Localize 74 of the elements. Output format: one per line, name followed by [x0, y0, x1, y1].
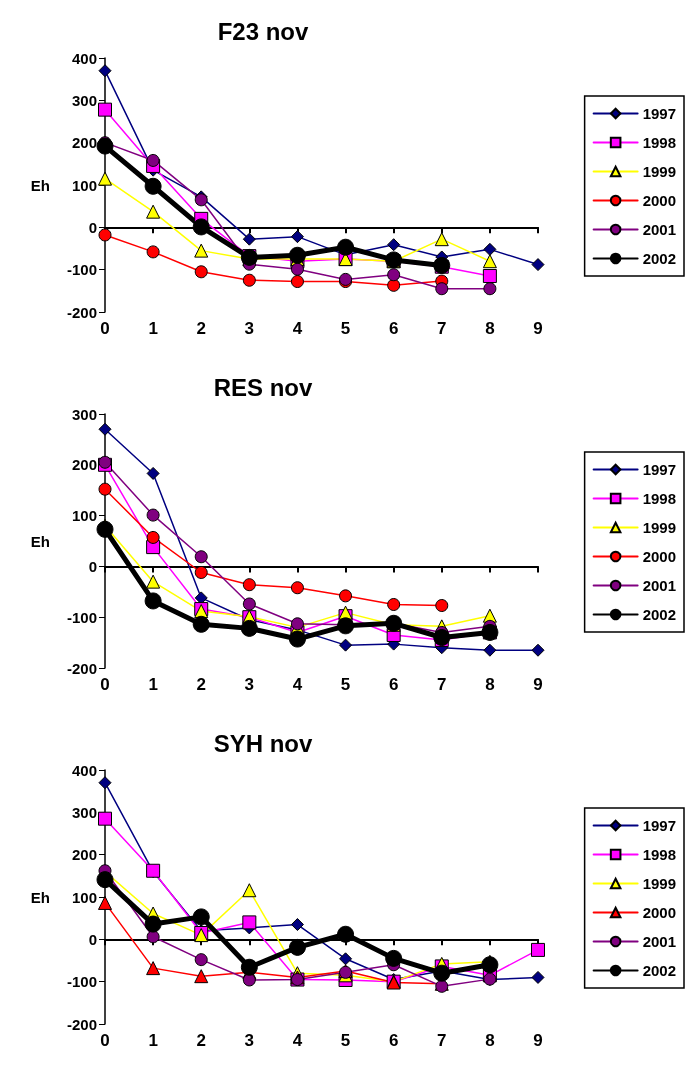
legend-label: 1998 — [642, 134, 677, 151]
legend-label: 2001 — [642, 577, 677, 594]
chart-title: F23 nov — [217, 17, 309, 45]
y-tick-label: -200 — [66, 1015, 97, 1033]
y-tick-label: -100 — [66, 973, 97, 991]
legend-label: 1997 — [642, 817, 677, 834]
y-tick-label: 100 — [71, 507, 97, 525]
y-tick-label: 0 — [88, 218, 97, 236]
x-tick-label: 9 — [533, 675, 543, 694]
y-tick-label: 100 — [71, 176, 97, 194]
x-tick-label: 5 — [340, 675, 351, 694]
x-tick-label: 6 — [388, 1031, 399, 1050]
y-tick-label: -100 — [66, 261, 97, 279]
y-tick-label: 400 — [71, 49, 97, 67]
x-tick-label: 1 — [148, 675, 158, 694]
x-tick-label: 2 — [196, 1031, 206, 1050]
y-tick-label: -200 — [66, 303, 97, 321]
legend-label: 2002 — [642, 250, 677, 267]
legend-label: 1998 — [642, 846, 677, 863]
legend-label: 2001 — [642, 221, 677, 238]
legend-label: 1997 — [642, 105, 677, 122]
x-tick-label: 8 — [485, 675, 495, 694]
x-tick-label: 7 — [437, 675, 447, 694]
legend-label: 2000 — [642, 192, 677, 209]
legend-label: 2002 — [642, 606, 677, 623]
x-tick-label: 1 — [148, 1031, 158, 1050]
x-tick-label: 4 — [292, 675, 303, 694]
x-tick-label: 1 — [148, 319, 158, 338]
legend-label: 1999 — [642, 875, 677, 892]
y-tick-label: 400 — [71, 761, 97, 779]
y-tick-label: 300 — [71, 803, 97, 821]
legend-label: 1997 — [642, 461, 677, 478]
y-tick-label: 200 — [71, 456, 97, 474]
x-tick-label: 6 — [388, 319, 399, 338]
x-tick-label: 8 — [485, 1031, 495, 1050]
legend-label: 1998 — [642, 490, 677, 507]
x-tick-label: 2 — [196, 319, 206, 338]
legend-label: 1999 — [642, 519, 677, 536]
legend-label: 2001 — [642, 933, 677, 950]
x-tick-label: 9 — [533, 319, 543, 338]
y-tick-label: 100 — [71, 888, 97, 906]
y-tick-label: -200 — [66, 659, 97, 677]
y-axis-title: Eh — [30, 532, 50, 550]
x-tick-label: 4 — [292, 1031, 303, 1050]
legend-label: 2000 — [642, 548, 677, 565]
x-tick-label: 3 — [244, 1031, 255, 1050]
x-tick-label: 5 — [340, 1031, 351, 1050]
x-tick-label: 0 — [100, 1031, 110, 1050]
y-tick-label: 200 — [71, 134, 97, 152]
x-tick-label: 3 — [244, 675, 255, 694]
x-tick-label: 7 — [437, 1031, 447, 1050]
x-tick-label: 3 — [244, 319, 255, 338]
x-tick-label: 0 — [100, 675, 110, 694]
x-tick-label: 2 — [196, 675, 206, 694]
x-tick-label: 0 — [100, 319, 110, 338]
y-tick-label: -100 — [66, 608, 97, 626]
y-tick-label: 0 — [88, 557, 97, 575]
chart-title: SYH nov — [213, 729, 313, 757]
y-axis-title: Eh — [30, 176, 50, 194]
legend-label: 2000 — [642, 904, 677, 921]
y-axis-title: Eh — [30, 888, 50, 906]
y-tick-label: 300 — [71, 91, 97, 109]
chart-title: RES nov — [213, 373, 313, 401]
x-tick-label: 5 — [340, 319, 351, 338]
legend-label: 2002 — [642, 962, 677, 979]
y-tick-label: 300 — [71, 405, 97, 423]
x-tick-label: 8 — [485, 319, 495, 338]
x-tick-label: 4 — [292, 319, 303, 338]
y-tick-label: 0 — [88, 930, 97, 948]
x-tick-label: 7 — [437, 319, 447, 338]
x-tick-label: 6 — [388, 675, 399, 694]
x-tick-label: 9 — [533, 1031, 543, 1050]
y-tick-label: 200 — [71, 846, 97, 864]
legend-label: 1999 — [642, 163, 677, 180]
